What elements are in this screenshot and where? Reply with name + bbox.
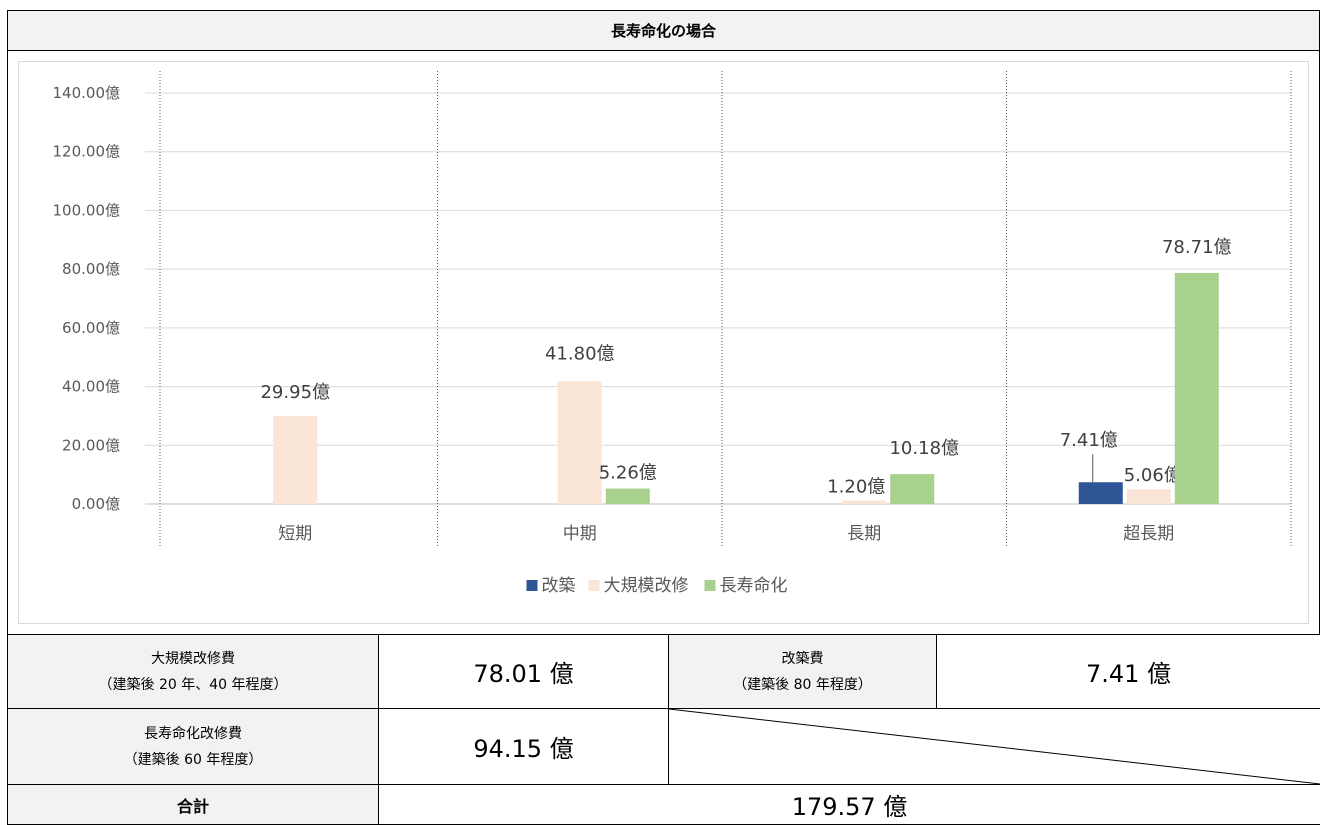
y-tick-label: 60.00億 <box>62 319 120 337</box>
rebuild-label: 改築費 <box>669 646 936 672</box>
x-tick-label: 短期 <box>278 524 312 544</box>
total-value: 179.57 億 <box>379 785 1320 825</box>
y-tick-label: 140.00億 <box>53 84 121 102</box>
data-label: 10.18億 <box>889 438 959 459</box>
large-repair-sub: （建築後 20 年、40 年程度） <box>8 672 378 698</box>
data-label: 41.80億 <box>545 343 615 364</box>
y-tick-label: 120.00億 <box>53 143 121 161</box>
longevity-value: 94.15 億 <box>379 709 669 785</box>
data-label: 7.41億 <box>1060 430 1118 451</box>
data-label: 78.71億 <box>1162 237 1232 258</box>
legend-swatch <box>589 580 600 591</box>
legend-label: 大規模改修 <box>604 576 689 596</box>
data-label: 1.20億 <box>827 476 885 497</box>
y-tick-label: 80.00億 <box>62 260 120 278</box>
bar-大規模改修 <box>558 381 602 504</box>
legend-label: 改築 <box>542 576 576 596</box>
large-repair-label: 大規模改修費 <box>8 646 378 672</box>
diagonal-line <box>669 709 1320 784</box>
chart-title: 長寿命化の場合 <box>7 10 1320 50</box>
legend-label: 長寿命化 <box>720 576 788 596</box>
y-tick-label: 20.00億 <box>62 436 120 454</box>
bar-長寿命化 <box>890 474 934 504</box>
large-repair-label-cell: 大規模改修費 （建築後 20 年、40 年程度） <box>8 635 379 709</box>
bar-長寿命化 <box>1175 273 1219 504</box>
rebuild-value: 7.41 億 <box>937 635 1320 709</box>
rebuild-sub: （建築後 80 年程度） <box>669 672 936 698</box>
x-tick-label: 中期 <box>563 524 597 544</box>
total-label: 合計 <box>8 785 379 825</box>
large-repair-value: 78.01 億 <box>379 635 669 709</box>
bar-大規模改修 <box>842 500 886 504</box>
rebuild-label-cell: 改築費 （建築後 80 年程度） <box>669 635 937 709</box>
bar-長寿命化 <box>606 489 650 504</box>
longevity-label: 長寿命化改修費 <box>8 721 378 747</box>
x-tick-label: 超長期 <box>1123 524 1174 544</box>
y-tick-label: 100.00億 <box>53 201 121 219</box>
bar-大規模改修 <box>1127 489 1171 504</box>
y-tick-label: 0.00億 <box>72 495 120 513</box>
x-tick-label: 長期 <box>847 524 881 544</box>
summary-row-1: 大規模改修費 （建築後 20 年、40 年程度） 78.01 億 改築費 （建築… <box>8 635 1320 709</box>
legend-swatch <box>527 580 538 591</box>
data-label: 29.95億 <box>260 382 330 403</box>
bar-chart: 0.00億 20.00億 40.00億 60.00億 80.00億 100.00億 120.… <box>8 51 1320 636</box>
blank-cell <box>669 709 1320 785</box>
bar-大規模改修 <box>273 416 317 504</box>
data-label: 5.26億 <box>599 463 657 484</box>
chart-area: 0.00億 20.00億 40.00億 60.00億 80.00億 100.00億 120.… <box>7 50 1320 635</box>
longevity-label-cell: 長寿命化改修費 （建築後 60 年程度） <box>8 709 379 785</box>
bar-改築 <box>1079 482 1123 504</box>
summary-row-2: 長寿命化改修費 （建築後 60 年程度） 94.15 億 <box>8 709 1320 785</box>
cost-summary-table: 大規模改修費 （建築後 20 年、40 年程度） 78.01 億 改築費 （建築… <box>7 634 1320 825</box>
longevity-sub: （建築後 60 年程度） <box>8 747 378 773</box>
legend-swatch <box>705 580 716 591</box>
data-label: 5.06億 <box>1124 465 1182 486</box>
summary-total-row: 合計 179.57 億 <box>8 785 1320 825</box>
y-tick-label: 40.00億 <box>62 378 120 396</box>
